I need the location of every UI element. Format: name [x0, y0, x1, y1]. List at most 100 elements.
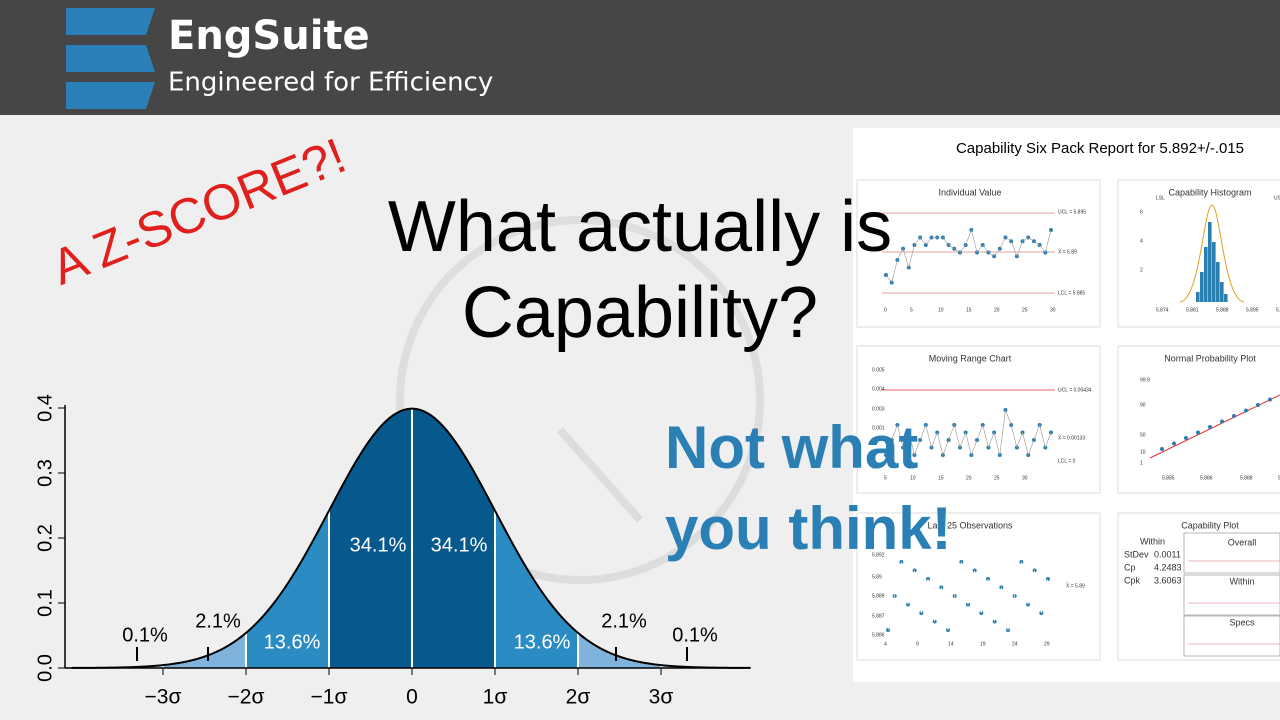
hist-bar: [1220, 282, 1224, 302]
percent-label: 0.1%: [122, 624, 168, 646]
percent-label: 13.6%: [264, 631, 321, 653]
percent-label: 13.6%: [514, 631, 571, 653]
panel-title: Capability Plot: [1181, 520, 1239, 530]
panel-title: Last 25 Observations: [927, 520, 1013, 530]
panel: [856, 512, 1101, 661]
panel-label: X̄ = 0.00133: [1058, 435, 1085, 442]
brand: EngSuite: [168, 13, 370, 59]
panel-label: X̄ = 5.89: [1058, 249, 1077, 256]
panel-label: 5.881: [1186, 307, 1199, 313]
x-tick-label: 0: [406, 686, 418, 709]
panel-label: 5.892: [872, 552, 885, 558]
panel-label: 5.874: [1156, 307, 1169, 313]
y-tick-label: 0.0: [34, 654, 56, 682]
x-tick-label: −1σ: [311, 686, 348, 709]
panel-label: 3.6063: [1154, 575, 1182, 585]
panel-label: LCL = 5.885: [1058, 290, 1085, 296]
headline: Capability?: [462, 273, 818, 353]
panel-label: 24: [1012, 641, 1018, 647]
panel-label: 5.889: [872, 593, 885, 599]
curve: [71, 407, 751, 669]
hist-bar: [1212, 242, 1216, 302]
panel-label: 6: [1140, 209, 1143, 215]
panel-label: UCL = 0.00434: [1058, 387, 1092, 393]
panel-title: Moving Range Chart: [929, 353, 1012, 363]
panel: [1117, 512, 1280, 661]
panel-label: LCL = 0: [1058, 458, 1076, 464]
panel-label: 5.888: [1216, 307, 1229, 313]
panel-label: 5.888: [1240, 475, 1253, 481]
prob-point: [1232, 414, 1236, 418]
percent-label: 0.1%: [672, 624, 718, 646]
panel-label: Overall: [1228, 537, 1257, 547]
panel-label: 5.886: [872, 632, 885, 638]
curve-region: [578, 632, 661, 668]
header-bar: [0, 0, 1280, 115]
mini-line: [887, 561, 1049, 631]
y-tick-label: 0.2: [34, 524, 56, 552]
panel-label: 5.886: [1200, 475, 1213, 481]
prob-point: [1244, 408, 1248, 413]
tagline: Engineered for Efficiency: [168, 68, 493, 98]
panel-label: 5.89: [872, 574, 882, 580]
report: Capability Six Pack Report for 5.892+/-.…: [853, 128, 1280, 682]
panel-label: Cp: [1124, 562, 1136, 572]
x-tick-label: 3σ: [649, 686, 674, 709]
panel-label: 10: [1140, 449, 1146, 455]
panel-label: USL: [1274, 195, 1280, 201]
hist-curve: [1179, 204, 1245, 303]
hist-bar: [1208, 222, 1212, 302]
panel-label: 10: [938, 307, 944, 313]
panel-label: 99.9: [1140, 377, 1150, 383]
panel-label: 4: [884, 641, 887, 647]
panel-title: Individual Value: [939, 187, 1002, 197]
prob-point: [1160, 447, 1164, 451]
panel-label: 9: [916, 641, 919, 647]
panel-label: Within: [1140, 536, 1165, 546]
percent-label: 2.1%: [601, 610, 647, 632]
panel: [1117, 179, 1280, 328]
panel-label: 30: [1050, 307, 1056, 313]
panel-label: 14: [948, 641, 954, 647]
panel-label: 10: [910, 475, 916, 481]
panel-label: Within: [1229, 576, 1254, 586]
cap-box: [1183, 532, 1280, 574]
x-tick-label: −2σ: [228, 686, 265, 709]
panel-label: 0: [884, 307, 887, 313]
panel-label: 25: [994, 475, 1000, 481]
panel-label: 29: [1044, 641, 1050, 647]
panel-label: 1: [1140, 460, 1143, 466]
bell-curve: 0.0 0.1 0.2 0.3 0.4 −3σ −2σ −1σ 0 1σ 2σ 3σ 0.1% 2.1% 1…: [34, 394, 753, 709]
panel-title: Capability Histogram: [1168, 187, 1251, 197]
panel-label: 4.2483: [1154, 562, 1182, 572]
cap-box: [1183, 574, 1280, 616]
panel-label: 5.89: [1278, 475, 1280, 481]
panel-label: 15: [938, 475, 944, 481]
panel-label: 5.895: [1246, 307, 1259, 313]
panel-label: 5: [910, 307, 913, 313]
panel-label: 0.001: [872, 425, 885, 431]
prob-point: [1256, 403, 1260, 407]
panel-label: LSL: [1156, 195, 1165, 201]
panel-label: 30: [1022, 475, 1028, 481]
panel-label: Specs: [1229, 617, 1255, 627]
panel-label: 5.887: [872, 613, 885, 619]
x-tick-label: 1σ: [483, 686, 508, 709]
prob-point: [1184, 436, 1188, 440]
panel-label: 0.004: [872, 386, 885, 392]
exclaim: A Z-SCORE?!: [44, 127, 354, 295]
x-tick-label: 2σ: [566, 686, 591, 709]
logo: [66, 8, 155, 109]
prob-point: [1196, 430, 1200, 435]
mini-line: [885, 229, 1052, 284]
panel-label: 5.885: [1162, 475, 1175, 481]
percent-label: 34.1%: [431, 534, 488, 556]
answer: Not what: [665, 414, 918, 481]
panel: [1117, 345, 1280, 494]
panel-label: 20: [994, 307, 1000, 313]
panel-label: 19: [980, 641, 986, 647]
mini-line: [885, 409, 1052, 456]
panel-label: 0.005: [872, 367, 885, 373]
